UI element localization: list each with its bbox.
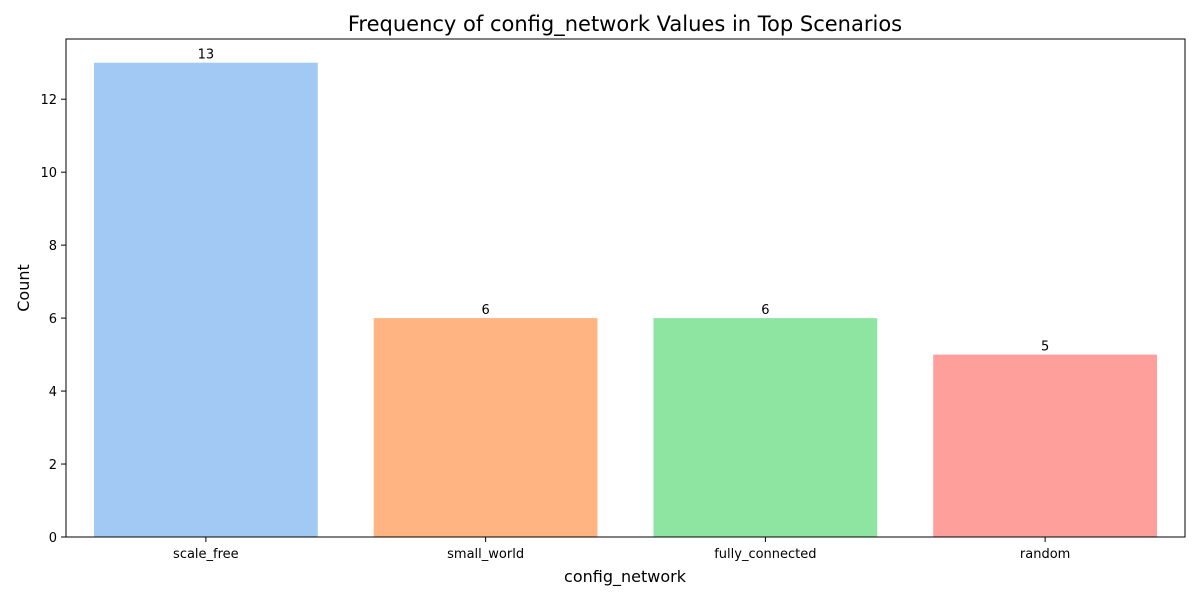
chart-title: Frequency of config_network Values in To… — [348, 12, 902, 37]
data-label-small_world: 6 — [481, 303, 489, 318]
x-axis-label: config_network — [564, 567, 687, 587]
x-tick-label-small_world: small_world — [447, 547, 524, 562]
y-axis-label: Count — [14, 264, 33, 312]
data-label-random: 5 — [1041, 340, 1049, 355]
y-tick-label-12: 12 — [40, 93, 57, 108]
y-axis: 0 2 4 6 8 10 12 — [40, 93, 66, 546]
y-tick-label-6: 6 — [49, 312, 57, 327]
plot-frame — [65, 38, 1186, 538]
data-label-scale_free: 13 — [198, 48, 215, 63]
bar-fully_connected — [653, 318, 878, 537]
x-tick-label-scale_free: scale_free — [173, 547, 239, 562]
y-tick-label-10: 10 — [40, 166, 57, 181]
x-tick-label-fully_connected: fully_connected — [714, 547, 816, 562]
x-tick-label-random: random — [1020, 547, 1070, 562]
y-tick-label-2: 2 — [49, 458, 57, 473]
bar-small_world — [373, 318, 598, 537]
y-tick-label-4: 4 — [49, 385, 57, 400]
data-label-fully_connected: 6 — [761, 303, 769, 318]
x-axis: scale_free small_world fully_connected rand… — [173, 537, 1070, 562]
y-tick-label-8: 8 — [49, 239, 57, 254]
y-tick-label-0: 0 — [49, 531, 57, 546]
data-labels-layer: 13 6 6 5 — [198, 48, 1050, 355]
bar-random — [933, 354, 1158, 537]
bar-scale_free — [93, 62, 318, 537]
bars-layer — [93, 62, 1158, 537]
